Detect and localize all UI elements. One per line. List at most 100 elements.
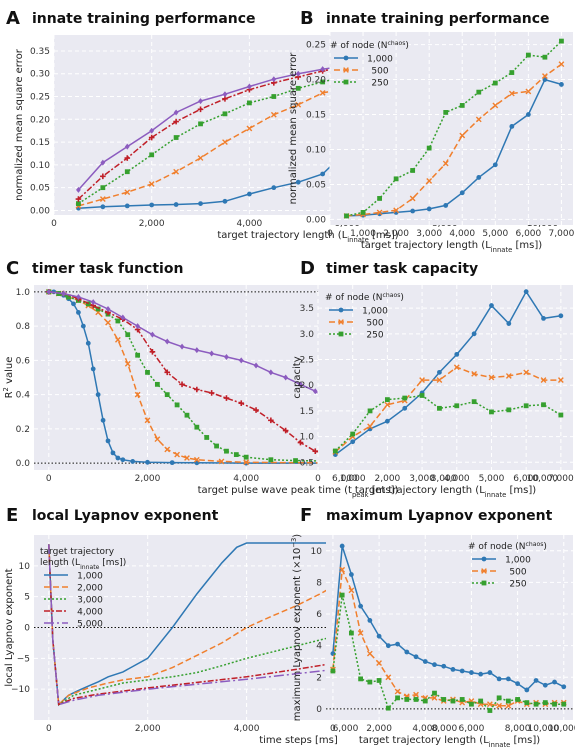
data-point (218, 458, 225, 465)
data-point (149, 202, 155, 208)
legend-entry: 1,000 (362, 307, 388, 317)
y-tick-label: 10 (19, 562, 31, 572)
data-point (282, 427, 289, 434)
legend-entry: 5,000 (77, 620, 103, 630)
data-point (505, 698, 511, 704)
data-point (110, 450, 116, 456)
x-tick-label: 4,000 (234, 724, 260, 734)
data-point (135, 352, 141, 358)
series-group (332, 289, 564, 457)
data-point (246, 125, 253, 132)
data-point (348, 630, 354, 636)
legend: # of node (Nchaos) 1,000 500 250 (330, 40, 409, 89)
data-point (393, 207, 400, 214)
text-span: innate (491, 246, 513, 254)
x-tick-label: 5,000 (479, 474, 505, 484)
text-span: [ms]) (512, 240, 542, 251)
data-point (476, 175, 482, 180)
x-tick-label: 2,000 (383, 229, 409, 239)
x-tick-label: 5,000 (482, 229, 508, 239)
data-point (376, 209, 383, 216)
gridlines (326, 535, 573, 720)
data-point (384, 418, 390, 424)
data-point (130, 459, 136, 464)
data-point (367, 617, 373, 623)
data-point (164, 392, 170, 398)
text-span: ) (405, 41, 409, 51)
data-point (222, 198, 228, 204)
y-tick-label: 0.15 (306, 111, 326, 121)
panel-title: local Lyapnov exponent (32, 508, 219, 524)
text-span: # of node (N (468, 542, 526, 552)
legend-entry: 250 (366, 331, 383, 341)
data-point (450, 667, 456, 672)
x-tick-label: 0 (327, 229, 333, 239)
data-point (197, 155, 204, 161)
data-point (492, 162, 498, 168)
data-point (253, 407, 259, 413)
data-point (243, 459, 250, 466)
text-span: chaos (388, 40, 406, 47)
y-tick-label: 0.10 (30, 161, 50, 171)
x-tick-label: 4,000 (412, 724, 438, 734)
y-axis-label: capacity (292, 356, 303, 398)
data-point (384, 397, 390, 402)
text-span: target pulse wave peak time (t (198, 485, 352, 496)
data-point (459, 103, 465, 108)
data-point (46, 288, 52, 295)
data-point (164, 369, 171, 376)
data-point (402, 405, 408, 411)
tick-labels: 0 2,000 4,000 6,000 8,000 10,000 0.0 0.2 0.4 0.6 0… (16, 288, 559, 484)
data-point (105, 319, 111, 326)
data-point (295, 85, 301, 91)
y-tick-label: 0.05 (30, 184, 50, 194)
data-point (198, 121, 203, 127)
y-tick-label: −5 (17, 654, 30, 664)
data-point (367, 423, 373, 430)
data-point (459, 697, 465, 702)
data-point (366, 650, 373, 657)
data-point (105, 438, 111, 444)
y-axis-label: maximum Lyapnov exponent (×10−3) (290, 534, 303, 722)
data-point (561, 684, 567, 690)
data-point (271, 76, 277, 83)
data-point (422, 698, 428, 704)
data-point (124, 360, 131, 367)
text-span: ) (543, 542, 547, 552)
data-point (268, 417, 274, 424)
y-tick-label: 0.00 (30, 206, 50, 216)
data-point (208, 390, 215, 396)
data-point (154, 436, 161, 443)
series-line-1 (346, 78, 562, 217)
data-point (395, 695, 400, 701)
data-point (173, 135, 179, 140)
y-tick-label: 5 (24, 593, 30, 603)
data-point (169, 460, 175, 466)
legend-marker (481, 580, 487, 586)
y-tick-label: 3.0 (300, 330, 315, 340)
text-span: ) (400, 293, 404, 303)
data-point (124, 189, 131, 196)
panel-letter: A (6, 8, 20, 29)
legend-entry: 2,000 (77, 584, 103, 594)
data-point (164, 446, 171, 453)
data-point (505, 676, 511, 682)
data-point (204, 435, 210, 440)
data-point (413, 697, 419, 702)
legend-marker (481, 556, 487, 562)
data-point (489, 409, 494, 415)
data-point (525, 52, 531, 58)
x-tick-label: 0 (315, 474, 321, 484)
data-point (76, 293, 81, 300)
data-point (459, 668, 465, 674)
y-tick-label: 0.20 (30, 115, 50, 125)
data-point (150, 331, 155, 338)
data-point (558, 61, 565, 68)
text-span: peak (352, 491, 369, 499)
data-point (149, 127, 155, 134)
tick-labels: 0 1,000 2,000 3,000 4,000 5,000 6,000 7,000 0.5 1… (300, 304, 574, 484)
data-point (487, 670, 493, 675)
data-point (222, 111, 228, 117)
panel-b: 0 1,000 2,000 3,000 4,000 5,000 6,000 7,000 0.00… (288, 8, 575, 254)
